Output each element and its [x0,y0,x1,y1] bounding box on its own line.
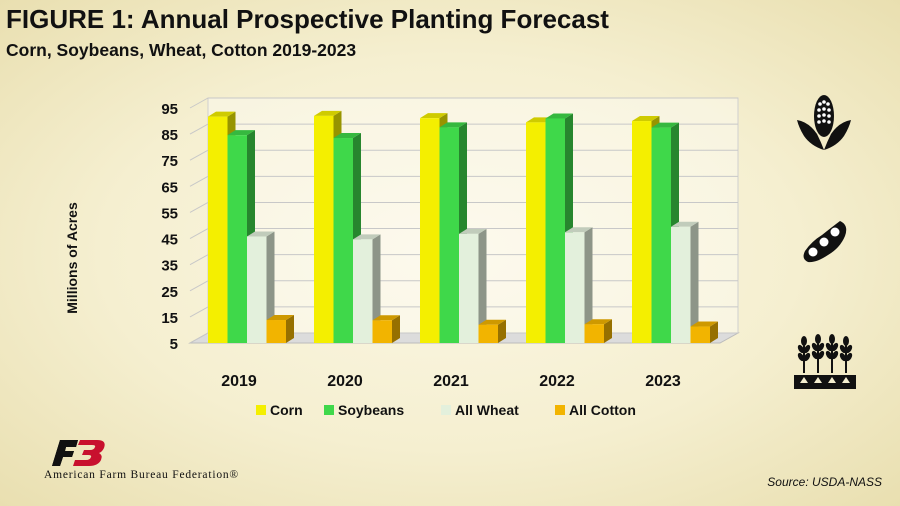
bar-top [459,228,487,234]
bar-top [651,122,679,128]
bar [478,324,498,343]
legend-swatch [256,405,266,415]
bar-top [420,113,448,119]
bar-top [690,321,718,327]
bar [671,226,691,343]
legend-label: Soybeans [338,402,404,418]
bar-top [266,315,294,321]
grid-line [189,332,209,344]
x-tick-label: 2021 [433,373,469,390]
bar-side [604,319,612,343]
bar-top [439,122,467,128]
legend-swatch [441,405,451,415]
bar [208,116,228,343]
bar-side [710,321,718,343]
y-tick-label: 75 [161,153,178,170]
bar-top [565,227,593,233]
chart-legend: Corn Soybeans All Wheat All Cotton [256,402,636,418]
x-tick-label: 2019 [221,373,257,390]
bar [651,127,671,343]
bar-side [286,315,294,343]
grid-line [189,228,209,239]
bar [420,118,440,343]
y-axis-label: Millions of Acres [64,202,80,314]
bar-top [671,221,699,227]
bar-side [372,234,381,343]
bar-top [353,234,381,240]
soybean-icon [803,221,847,263]
legend-swatch [324,405,334,415]
bar-top [247,231,275,237]
bar-top [314,110,342,116]
chart-title: FIGURE 1: Annual Prospective Planting Fo… [6,4,609,34]
grid-line [189,306,209,318]
bar-side [584,227,593,343]
bar-top [208,111,236,117]
bar [439,127,459,343]
grid-line [189,280,209,292]
bar [545,118,565,343]
legend-label: Corn [270,402,303,418]
bar [372,320,392,343]
chart-bars [208,110,718,343]
grid-line [189,202,209,213]
bar [690,326,710,343]
y-tick-label: 35 [161,258,178,275]
bar-top [227,130,255,136]
bar [227,135,247,343]
bar [459,233,479,343]
legend-label: All Wheat [455,402,519,418]
bar [266,320,286,343]
source-note: Source: USDA-NASS [767,475,882,489]
grid-line [189,254,209,266]
y-tick-label: 45 [161,232,178,249]
bar [584,324,604,343]
y-tick-label: 55 [161,205,178,222]
grid-line [189,149,209,161]
bar [632,121,652,343]
grid-line [189,175,209,187]
y-tick-label: 15 [161,310,178,327]
bar-side [266,231,275,343]
y-tick-label: 85 [161,127,178,144]
bar [247,236,267,343]
chart-subtitle: Corn, Soybeans, Wheat, Cotton 2019-2023 [6,40,357,60]
y-axis-ticks: 5 15 25 35 45 55 65 75 85 95 [161,101,178,353]
bar-top [478,319,506,325]
x-tick-label: 2023 [645,373,681,390]
y-tick-label: 5 [170,336,178,353]
legend-label: All Cotton [569,402,636,418]
x-tick-label: 2020 [327,373,363,390]
bar-top [632,116,660,122]
farm-bureau-logo-icon [52,440,105,466]
x-axis-ticks: 2019 2020 2021 2022 2023 [221,373,681,390]
organization-name: American Farm Bureau Federation® [44,469,239,481]
legend-swatch [555,405,565,415]
bar [353,239,373,343]
corn-icon [797,95,851,150]
x-tick-label: 2022 [539,373,575,390]
grid-line [189,97,209,109]
bar-side [478,228,487,343]
bar-top [584,319,612,325]
y-tick-label: 95 [161,101,178,118]
bar-side [498,319,506,343]
bar-top [372,315,400,321]
bar-side [690,221,699,343]
bar-top [333,133,361,139]
y-tick-label: 65 [161,179,178,196]
y-tick-label: 25 [161,284,178,301]
wheat-icon [794,334,856,389]
bar [526,122,546,343]
bar [565,232,585,343]
bar [314,115,334,343]
grid-line [189,123,209,135]
bar [333,138,353,343]
bar-top [545,113,573,119]
bar-side [392,315,400,343]
